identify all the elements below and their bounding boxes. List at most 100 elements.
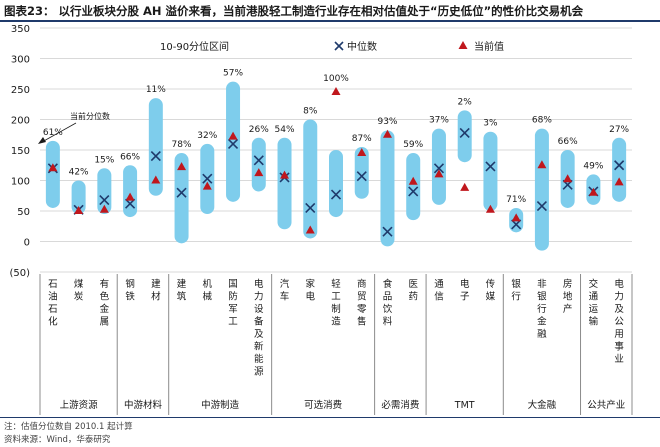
current-marker — [588, 187, 598, 196]
range-bar — [303, 119, 318, 239]
legend-current-icon — [458, 41, 468, 49]
percentile-label: 54% — [275, 125, 295, 135]
current-marker — [125, 192, 135, 201]
annotation-arrow-line — [41, 122, 77, 143]
range-bar — [123, 165, 138, 218]
range-bar — [406, 153, 421, 221]
current-marker — [460, 182, 470, 191]
range-bar — [329, 150, 343, 218]
category-label: 石油石化 — [48, 279, 58, 328]
y-tick-label: 100 — [11, 177, 30, 188]
figure-source: 资料来源：Wind，华泰研究 — [4, 435, 111, 445]
range-bar — [431, 128, 446, 205]
median-marker — [614, 160, 625, 171]
percentile-label: 93% — [377, 117, 397, 127]
legend-current-label: 当前值 — [474, 40, 504, 53]
category-label: 电子 — [460, 278, 470, 303]
current-marker — [48, 163, 58, 172]
figure-title: 图表23： 以行业板块分股 AH 溢价来看，当前港股轻工制造行业存在相对估值处于… — [4, 4, 584, 18]
annotation-arrowhead — [38, 137, 46, 144]
median-marker — [485, 161, 496, 172]
group-label: 大金融 — [528, 399, 557, 411]
y-tick-label: (50) — [9, 268, 30, 279]
legend: 10-90分位区间 中位数 当前值 — [152, 36, 514, 56]
y-tick-label: 250 — [11, 85, 30, 96]
percentile-label: 2% — [458, 97, 473, 107]
category-label: 电力设备及新能源 — [254, 278, 264, 378]
range-bar — [612, 137, 627, 202]
percentile-label: 11% — [146, 85, 166, 95]
category-label: 商贸零售 — [357, 278, 367, 328]
category-label: 电力及公用事业 — [614, 278, 624, 365]
current-marker — [202, 181, 212, 190]
percentile-label: 3% — [483, 119, 498, 129]
range-bar — [148, 98, 163, 196]
percentile-label: 78% — [172, 140, 192, 150]
group-label: 可选消费 — [304, 399, 342, 411]
y-tick-label: 350 — [11, 24, 30, 35]
median-marker — [253, 155, 264, 166]
median-marker — [536, 201, 547, 212]
current-marker — [331, 87, 341, 96]
median-marker — [408, 186, 419, 197]
group-label: 上游资源 — [60, 399, 99, 411]
category-label: 银行 — [511, 278, 521, 303]
current-marker — [408, 176, 418, 185]
percentile-label: 8% — [303, 107, 318, 117]
percentile-label: 37% — [429, 116, 449, 126]
range-bar — [534, 128, 549, 251]
current-marker — [357, 148, 367, 157]
current-marker — [151, 175, 161, 184]
category-label: 食品饮料 — [383, 278, 393, 328]
group-label: 公共产业 — [587, 399, 625, 411]
median-marker — [176, 187, 187, 198]
current-marker — [563, 174, 573, 183]
median-marker — [459, 127, 470, 138]
range-bars — [45, 81, 627, 251]
percentile-label: 57% — [223, 69, 243, 79]
median-marker — [433, 163, 445, 174]
current-marker — [614, 177, 624, 186]
y-tick-label: 200 — [11, 116, 30, 127]
labels: 61% 石油石化 42% 煤炭 15% 有色金属 66% 钢铁 11% 建材 78% 建筑 32% 机械 5… — [43, 69, 630, 411]
percentile-label: 61% — [43, 128, 63, 138]
y-tick-label: 50 — [17, 207, 30, 218]
range-chart: 350 300 250 200 150 100 50 0 (50) 61% 石油石化 42% 煤炭 15… — [9, 24, 633, 415]
category-label: 医药 — [408, 279, 418, 303]
y-tick-label: 0 — [24, 238, 30, 249]
current-marker — [254, 168, 264, 177]
current-marker — [280, 170, 290, 179]
percentile-label: 100% — [323, 74, 349, 84]
category-label: 汽车 — [280, 278, 290, 303]
percentile-label: 32% — [197, 131, 217, 141]
median-marker — [99, 194, 110, 206]
percentile-label: 66% — [558, 137, 578, 147]
group-label: 中游材料 — [124, 399, 163, 411]
range-bar — [174, 153, 189, 244]
group-label: 中游制造 — [201, 399, 240, 411]
current-marker — [511, 213, 521, 222]
annotation-text: 当前分位数 — [70, 111, 110, 121]
annotation: 当前分位数 — [38, 111, 110, 144]
group-label: TMT — [454, 400, 475, 411]
category-label: 通信 — [434, 279, 444, 303]
category-label: 国防军工 — [228, 279, 238, 328]
percentile-label: 15% — [94, 155, 114, 165]
percentile-label: 71% — [506, 195, 526, 205]
category-label: 非银行金融 — [537, 278, 547, 340]
percentile-label: 87% — [352, 134, 372, 144]
range-bar — [251, 137, 266, 192]
footer-divider — [0, 417, 660, 418]
percentile-label: 59% — [403, 140, 423, 150]
median-marker — [227, 138, 239, 149]
y-axis: 350 300 250 200 150 100 50 0 (50) — [9, 24, 633, 415]
median-marker — [125, 198, 136, 209]
percentile-label: 27% — [609, 125, 629, 135]
range-bar — [483, 131, 498, 211]
median-marker — [305, 202, 316, 214]
current-marker — [485, 204, 495, 213]
category-label: 传媒 — [486, 278, 496, 303]
median-marker — [356, 171, 367, 182]
category-label: 交通运输 — [589, 278, 599, 328]
range-bar — [457, 110, 472, 163]
